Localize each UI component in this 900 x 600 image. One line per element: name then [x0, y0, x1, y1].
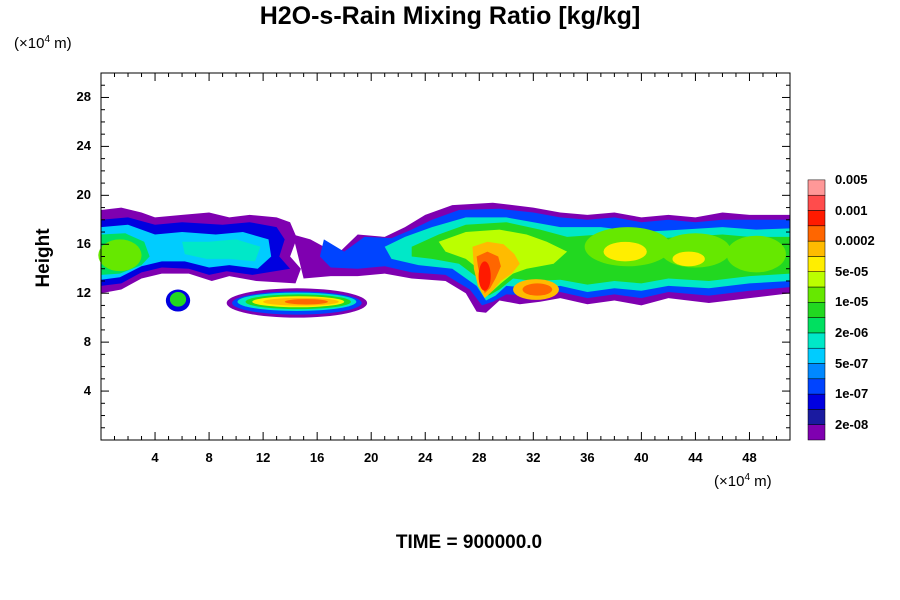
y-tick-label: 4	[83, 383, 91, 399]
colorbar-label: 5e-05	[835, 263, 869, 279]
y-tick-label: 8	[83, 334, 91, 350]
colorbar-label: 1e-07	[835, 386, 869, 402]
chart-title: H2O-s-Rain Mixing Ratio [kg/kg]	[259, 2, 641, 30]
y-tick-label: 16	[76, 236, 91, 252]
y-unit-exponent: 4	[44, 34, 51, 45]
y-axis-unit: (×104 m)	[14, 34, 72, 52]
x-unit-exponent: 4	[744, 472, 751, 483]
y-tick-label: 12	[76, 285, 91, 301]
small-cell-green	[169, 291, 187, 307]
lower-layer-red	[284, 299, 328, 305]
time-label: TIME = 900000.0	[395, 532, 543, 553]
mixing-ratio-field	[98, 202, 790, 318]
y-tick-label: 24	[76, 138, 91, 154]
x-tick-label: 16	[309, 450, 325, 465]
colorbar-label: 2e-08	[835, 416, 869, 432]
yellowgreen-west	[98, 239, 142, 272]
x-tick-label: 8	[205, 450, 213, 465]
colorbar-label: 0.0002	[835, 233, 875, 249]
colorbar-swatch	[807, 286, 826, 303]
x-tick-label: 36	[580, 450, 595, 465]
red-core	[478, 261, 491, 291]
colorbar-swatch	[807, 332, 826, 349]
colorbar-swatch	[807, 240, 826, 257]
colorbar-swatch	[807, 393, 826, 410]
colorbar-label: 0.001	[835, 202, 868, 218]
x-axis-unit: (×104 m)	[714, 472, 772, 490]
x-unit-suffix: m)	[750, 473, 772, 490]
colorbar-swatch	[807, 179, 826, 196]
y-tick-label: 28	[76, 89, 91, 105]
x-tick-label: 28	[472, 450, 487, 465]
colorbar-swatch	[807, 409, 826, 425]
colorbar-swatch	[807, 424, 826, 441]
x-tick-label: 4	[151, 450, 159, 465]
colorbar-label: 2e-06	[835, 324, 869, 340]
colorbar-label: 0.005	[835, 171, 868, 187]
x-tick-label: 20	[363, 450, 379, 465]
colorbar-label: 1e-05	[835, 294, 869, 310]
colorbar	[807, 179, 826, 441]
x-tick-label: 44	[688, 450, 703, 465]
colorbar-swatch	[807, 194, 826, 211]
colorbar-swatch	[807, 225, 826, 242]
x-tick-label: 32	[526, 450, 541, 465]
y-unit-prefix: (×10	[14, 35, 45, 52]
colorbar-swatch	[807, 256, 826, 272]
colorbar-swatch	[807, 378, 826, 395]
yellow-east-2	[672, 251, 705, 267]
x-tick-label: 48	[742, 450, 757, 465]
colorbar-swatch	[807, 363, 826, 380]
colorbar-swatch	[807, 317, 826, 334]
x-unit-prefix: (×10	[714, 473, 745, 490]
x-tick-label: 24	[418, 450, 433, 465]
teal-west-inner	[182, 239, 261, 262]
yellowgreen-east-3	[726, 235, 786, 273]
colorbar-swatch	[807, 302, 826, 318]
colorbar-swatch	[807, 210, 826, 227]
yellow-east-1	[603, 241, 647, 262]
y-tick-label: 20	[76, 187, 91, 203]
x-tick-label: 40	[634, 450, 649, 465]
colorbar-swatch	[807, 347, 826, 364]
red-cell-east	[522, 283, 553, 296]
axis-ticks	[101, 73, 790, 440]
y-unit-suffix: m)	[50, 35, 72, 52]
colorbar-label: 5e-07	[835, 355, 869, 371]
x-tick-label: 12	[255, 450, 271, 465]
colorbar-swatch	[807, 271, 826, 288]
